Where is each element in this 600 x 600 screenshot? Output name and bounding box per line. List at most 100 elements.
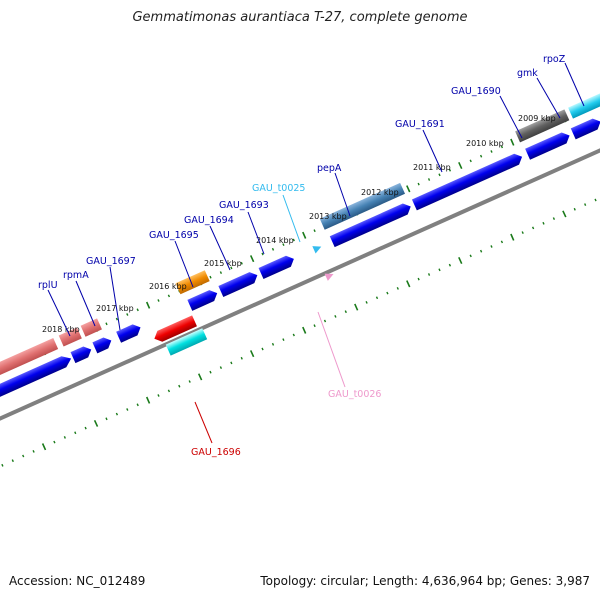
major-tick — [93, 419, 99, 427]
minor-tick — [126, 313, 129, 316]
major-tick — [249, 350, 255, 358]
minor-tick — [386, 291, 389, 295]
cds-pepA[interactable] — [329, 201, 413, 248]
gene-label-pepA: pepA — [317, 163, 342, 174]
gene-label-rpoZ: rpoZ — [543, 54, 566, 65]
feature-gmk[interactable] — [568, 91, 600, 119]
gene-label-GAU_1694: GAU_1694 — [184, 215, 234, 226]
map-title: Gemmatimonas aurantiaca T-27, complete g… — [132, 10, 468, 25]
kbp-label-2010: 2010 kbp — [466, 139, 504, 148]
trna-GAU_t0026[interactable] — [324, 270, 336, 281]
minor-tick — [230, 266, 233, 270]
major-tick — [354, 303, 359, 311]
major-tick — [145, 301, 151, 309]
cds-GAU_1693[interactable] — [258, 253, 297, 279]
kbp-labels: 2009 kbp 2010 kbp 2011 kbp 2012 kbp 2013… — [42, 114, 556, 334]
accession-text: Accession: NC_012489 — [9, 574, 146, 588]
outer-tick-ring — [1, 103, 597, 372]
minor-tick — [542, 221, 545, 225]
minor-tick — [22, 454, 25, 458]
feature-rplU[interactable] — [0, 337, 59, 381]
gene-leader-lines — [47, 62, 585, 444]
minor-tick — [594, 198, 597, 202]
kbp-label-2011: 2011 kbp — [413, 163, 451, 172]
major-tick — [302, 326, 307, 334]
minor-tick — [74, 431, 77, 435]
major-tick — [510, 138, 515, 146]
kbp-label-2017: 2017 kbp — [96, 304, 134, 313]
minor-tick — [261, 252, 264, 256]
minor-tick — [417, 182, 420, 186]
minor-tick — [500, 145, 504, 149]
minor-tick — [188, 380, 191, 383]
major-tick — [562, 210, 567, 218]
cds-obgE[interactable] — [116, 322, 143, 343]
major-tick — [406, 280, 411, 288]
minor-tick — [531, 226, 535, 230]
minor-tick — [209, 275, 212, 279]
minor-tick — [521, 231, 524, 234]
kbp-label-2015: 2015 kbp — [204, 259, 242, 268]
minor-tick — [157, 394, 160, 397]
feature-GAU_1695[interactable] — [175, 270, 210, 295]
major-tick — [458, 256, 463, 265]
gene-label-GAU_1697: GAU_1697 — [86, 256, 136, 267]
minor-tick — [136, 308, 139, 312]
minor-tick — [479, 249, 483, 253]
minor-tick — [448, 263, 452, 267]
cds-GAU_1697[interactable] — [92, 335, 113, 354]
cds-rplU[interactable] — [0, 353, 74, 400]
minor-tick — [219, 366, 223, 369]
cds-rpmA[interactable] — [70, 344, 94, 364]
minor-tick — [105, 417, 108, 421]
minor-tick — [282, 243, 285, 247]
feature-GAU_1690[interactable] — [515, 109, 570, 143]
cds-GAU_1696-red[interactable] — [152, 315, 197, 344]
gene-label-GAU_1691: GAU_1691 — [395, 119, 445, 130]
minor-tick — [126, 408, 129, 411]
genome-backbone — [0, 148, 600, 421]
minor-tick — [438, 173, 441, 177]
minor-tick — [209, 370, 212, 374]
minor-tick — [313, 324, 316, 328]
minor-tick — [292, 333, 295, 337]
minor-tick — [136, 403, 139, 407]
forward-strand-features — [0, 91, 600, 400]
minor-tick — [105, 322, 108, 326]
cds-GAU_1695[interactable] — [187, 288, 219, 311]
minor-tick — [427, 178, 431, 181]
cds-GAU_1690[interactable] — [525, 130, 572, 160]
gene-label-GAU_t0025: GAU_t0025 — [252, 183, 305, 194]
feature-GAU_1697[interactable] — [80, 318, 102, 337]
cds-gmk[interactable] — [570, 116, 600, 140]
minor-tick — [490, 245, 493, 248]
minor-tick — [479, 154, 483, 158]
minor-tick — [240, 356, 243, 360]
minor-tick — [292, 238, 295, 242]
kbp-label-2018: 2018 kbp — [42, 325, 80, 334]
cds-GAU_1691[interactable] — [411, 151, 525, 211]
minor-tick — [490, 150, 493, 153]
minor-tick — [271, 247, 275, 251]
minor-tick — [344, 310, 347, 314]
genome-summary-text: Topology: circular; Length: 4,636,964 bp… — [260, 574, 590, 588]
minor-tick — [230, 361, 233, 365]
minor-tick — [500, 240, 504, 244]
feature-rpmA[interactable] — [58, 327, 82, 347]
minor-tick — [375, 296, 379, 300]
gene-labels: rpoZ gmk GAU_1690 GAU_1691 pepA GAU_t002… — [38, 54, 566, 458]
gene-label-gmk: gmk — [517, 68, 538, 79]
major-tick — [406, 185, 411, 193]
kbp-label-2009: 2009 kbp — [518, 114, 556, 123]
minor-tick — [438, 268, 441, 272]
cds-GAU_1694[interactable] — [218, 270, 259, 297]
feature-pepA[interactable] — [319, 182, 406, 230]
minor-tick — [573, 207, 576, 211]
minor-tick — [334, 315, 337, 318]
minor-tick — [11, 459, 14, 463]
cds-GAU_1696-cyan[interactable] — [165, 328, 208, 356]
minor-tick — [427, 273, 431, 276]
trna-GAU_t0025[interactable] — [312, 243, 323, 254]
minor-tick — [167, 294, 171, 298]
